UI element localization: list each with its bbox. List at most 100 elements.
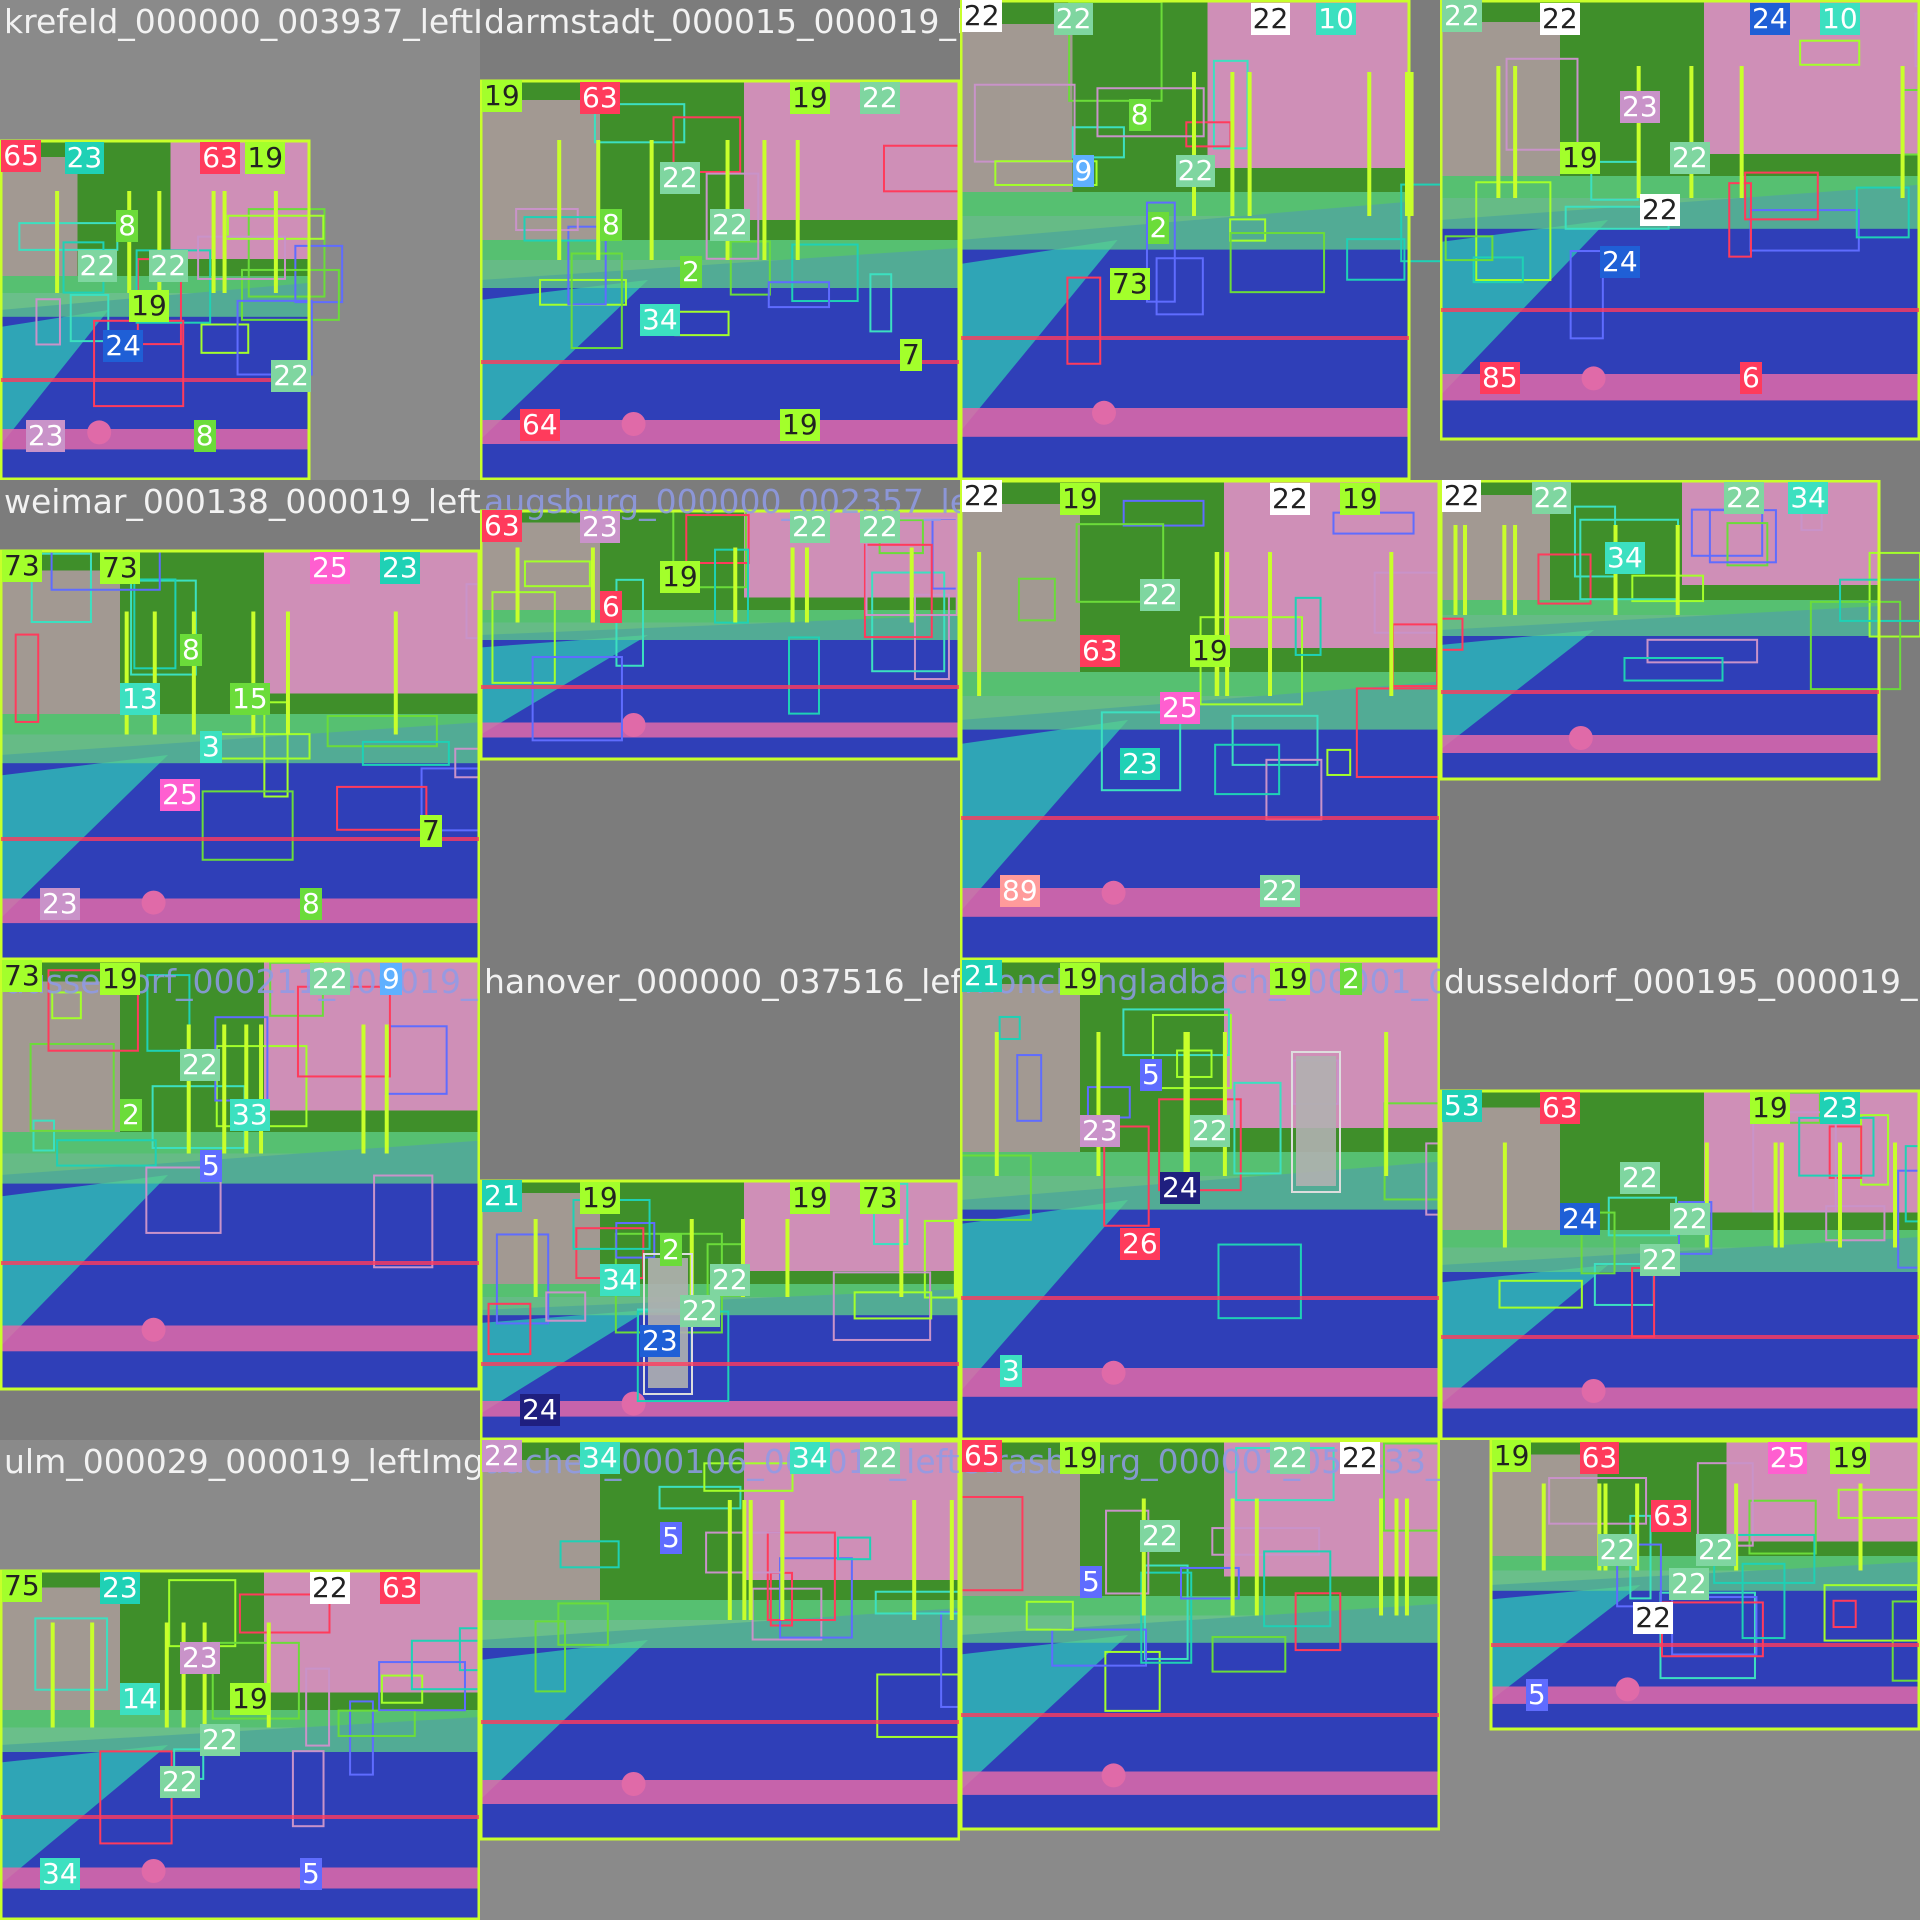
- class-label: 19: [1060, 481, 1100, 515]
- class-label: 22: [1670, 1202, 1710, 1236]
- class-label: 14: [120, 1682, 160, 1716]
- class-label: 8: [1128, 97, 1151, 131]
- class-label: 22: [1053, 1, 1094, 35]
- class-label: 63: [200, 141, 240, 174]
- class-label: 34: [790, 1441, 830, 1475]
- segmentation-overlay: [1440, 0, 1920, 441]
- class-label: 25: [160, 778, 200, 812]
- class-label: 2: [120, 1098, 142, 1132]
- class-label: 22: [200, 1723, 240, 1757]
- class-label: 63: [1080, 634, 1120, 668]
- class-label: 22: [790, 510, 830, 544]
- class-label: 13: [120, 681, 160, 715]
- class-label: 19: [1340, 481, 1380, 515]
- class-label: 5: [660, 1521, 682, 1555]
- class-label: 8: [600, 208, 622, 242]
- class-label: 63: [380, 1571, 420, 1605]
- tile-filename: weimar_000138_000019_leftImg8bit.png: [4, 482, 480, 521]
- class-label: 10: [1316, 1, 1356, 35]
- class-label: 22: [77, 249, 118, 282]
- class-label: 2: [1340, 961, 1362, 995]
- class-label: 23: [1620, 89, 1660, 123]
- class-label: 22: [860, 1441, 900, 1475]
- class-label: 24: [1160, 1170, 1200, 1204]
- class-label: 10: [1820, 1, 1860, 35]
- segmentation-overlay: [480, 1440, 960, 1841]
- tile-filename: krefeld_000000_003937_leftImg8bit.png: [4, 2, 480, 41]
- class-label: 75: [2, 1569, 42, 1602]
- class-label: 22: [180, 1047, 220, 1081]
- class-label: 22: [1531, 480, 1572, 514]
- class-label: 22: [1640, 193, 1680, 227]
- class-label: 73: [2, 549, 42, 582]
- class-label: 3: [1000, 1354, 1022, 1388]
- class-label: 22: [1696, 1532, 1736, 1566]
- class-label: 6: [1740, 361, 1762, 395]
- class-label: 2: [680, 255, 702, 289]
- class-label: 19: [1190, 634, 1230, 668]
- class-label: 9: [1072, 154, 1095, 188]
- segmentation-overlay: [960, 1440, 1440, 1831]
- mosaic-tile-t33: 19 63 25 19 63 22 22 22 22 5: [1440, 1440, 1920, 1920]
- mosaic-tile-t32: strasbourg_000001_059433_leftImg8bit.png…: [960, 1440, 1440, 1920]
- class-label: 5: [200, 1148, 222, 1182]
- class-label: 26: [1120, 1227, 1160, 1261]
- mosaic-tile-t20: dusseldorf_000211_000019_leftImg8bit.png…: [0, 960, 480, 1440]
- class-label: 34: [1605, 540, 1645, 574]
- mosaic-tile-t10: weimar_000138_000019_leftImg8bit.png7373…: [0, 480, 480, 960]
- class-label: 22: [1442, 0, 1482, 32]
- tile-filename: ulm_000029_000019_leftImg8bit.png: [4, 1442, 480, 1481]
- class-label: 15: [230, 681, 270, 715]
- class-label: 65: [1, 139, 41, 172]
- mosaic-tile-t22: monchengladbach_000001_000019_leftImg8bi…: [960, 960, 1440, 1440]
- class-label: 23: [25, 419, 66, 452]
- class-label: 73: [2, 960, 42, 992]
- class-label: 22: [1260, 874, 1300, 908]
- class-label: 2: [1147, 210, 1170, 244]
- class-label: 23: [1820, 1091, 1860, 1125]
- class-label: 22: [1669, 1566, 1709, 1600]
- class-label: 22: [680, 1293, 720, 1327]
- class-label: 22: [710, 1263, 750, 1297]
- segmentation-overlay: [1440, 480, 1920, 781]
- class-label: 19: [100, 961, 140, 995]
- class-label: 23: [100, 1571, 140, 1605]
- class-label: 63: [580, 81, 620, 115]
- class-label: 22: [1670, 141, 1710, 175]
- tile-filename: hanover_000000_037516_leftImg8bit.png: [484, 962, 960, 1001]
- class-label: 22: [1441, 480, 1482, 512]
- class-label: 22: [148, 249, 189, 282]
- class-label: 24: [1750, 1, 1790, 35]
- segmentation-overlay: [960, 0, 1440, 480]
- class-label: 22: [1724, 480, 1764, 514]
- mosaic-tile-t03: 22 22 24 10 23 19 22 22 24 85 6: [1440, 0, 1920, 480]
- class-label: 8: [300, 886, 322, 920]
- mosaic-tile-t11: augsburg_000000_002357_leftImg8bit.png63…: [480, 480, 960, 960]
- tile-ghost-filename: dusseldorf_000211_000019_leftImg8bit.png: [4, 962, 480, 1001]
- class-label: 22: [1640, 1243, 1680, 1277]
- class-label: 19: [790, 1180, 830, 1214]
- class-label: 23: [1080, 1114, 1120, 1148]
- class-label: 19: [1060, 1441, 1100, 1475]
- class-label: 22: [1270, 481, 1310, 515]
- class-label: 85: [1480, 361, 1520, 395]
- class-label: 2: [660, 1232, 682, 1266]
- class-label: 23: [180, 1641, 220, 1675]
- mosaic-tile-t12: 22 19 22 19 22 63 19 25 23 89 22: [960, 480, 1440, 960]
- class-label: 21: [482, 1179, 522, 1212]
- class-label: 22: [1140, 577, 1180, 611]
- class-label: 24: [520, 1393, 560, 1427]
- class-label: 22: [1620, 1161, 1660, 1195]
- class-label: 64: [520, 408, 560, 442]
- class-label: 65: [962, 1440, 1002, 1472]
- class-label: 19: [780, 408, 820, 442]
- class-label: 5: [1140, 1057, 1162, 1091]
- mosaic-tile-t00: krefeld_000000_003937_leftImg8bit.png 65 2…: [0, 0, 480, 480]
- class-label: 22: [160, 1764, 200, 1798]
- class-label: 53: [1442, 1089, 1482, 1122]
- class-label: 22: [1190, 1114, 1230, 1148]
- segmentation-overlay: [480, 509, 960, 761]
- mosaic-tile-t13: 22 22 22 34 34: [1440, 480, 1920, 960]
- class-label: 22: [1633, 1601, 1673, 1635]
- class-label: 23: [40, 886, 80, 920]
